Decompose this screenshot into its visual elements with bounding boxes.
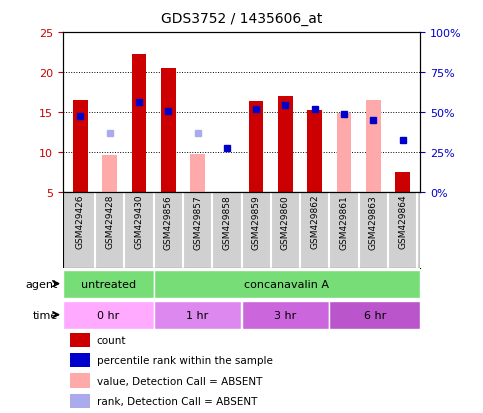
Bar (102, 155, 117, 192)
Text: GSM429856: GSM429856 (164, 195, 173, 249)
Text: count: count (97, 335, 126, 345)
Text: time: time (33, 310, 58, 320)
Text: GSM429858: GSM429858 (222, 195, 231, 249)
Bar (73, 101, 88, 192)
Bar (63, 270, 154, 298)
Bar (366, 101, 381, 192)
Bar (132, 55, 146, 192)
Bar (307, 111, 322, 192)
Text: GSM429426: GSM429426 (76, 195, 85, 249)
Text: GSM429857: GSM429857 (193, 195, 202, 249)
Text: 3 hr: 3 hr (274, 310, 297, 320)
Bar (190, 155, 205, 192)
Bar (63, 301, 154, 329)
Bar (329, 301, 420, 329)
Bar (154, 301, 242, 329)
Bar (278, 97, 293, 192)
Bar (70, 373, 90, 388)
Bar (395, 172, 410, 192)
Bar (70, 394, 90, 408)
Bar (154, 270, 420, 298)
Bar (337, 114, 351, 192)
Text: GSM429860: GSM429860 (281, 195, 290, 249)
Text: GSM429861: GSM429861 (340, 195, 349, 249)
Text: concanavalin A: concanavalin A (244, 279, 329, 289)
Text: rank, Detection Call = ABSENT: rank, Detection Call = ABSENT (97, 396, 257, 406)
Bar (242, 301, 329, 329)
Text: value, Detection Call = ABSENT: value, Detection Call = ABSENT (97, 376, 262, 386)
Text: 6 hr: 6 hr (364, 310, 386, 320)
Text: GSM429859: GSM429859 (252, 195, 261, 249)
Text: 0 hr: 0 hr (97, 310, 119, 320)
Bar (161, 69, 176, 192)
Text: GDS3752 / 1435606_at: GDS3752 / 1435606_at (161, 12, 322, 26)
Bar (70, 353, 90, 367)
Text: GSM429862: GSM429862 (310, 195, 319, 249)
Text: GSM429863: GSM429863 (369, 195, 378, 249)
Text: 1 hr: 1 hr (186, 310, 209, 320)
Text: GSM429428: GSM429428 (105, 195, 114, 249)
Bar (249, 102, 263, 192)
Text: percentile rank within the sample: percentile rank within the sample (97, 355, 272, 365)
Text: GSM429864: GSM429864 (398, 195, 407, 249)
Text: untreated: untreated (81, 279, 136, 289)
Text: agent: agent (26, 279, 58, 289)
Bar (70, 333, 90, 347)
Text: GSM429430: GSM429430 (134, 195, 143, 249)
